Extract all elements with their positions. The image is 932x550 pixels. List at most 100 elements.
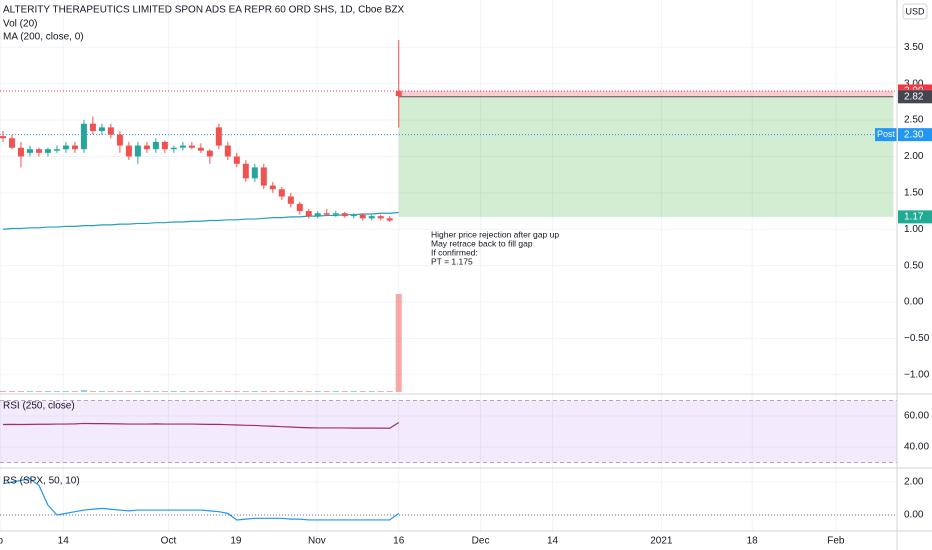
x-tick-label: Dec: [472, 536, 490, 547]
candle-body: [269, 185, 276, 190]
legend-volume: Vol (20): [3, 19, 37, 30]
candle-body: [395, 90, 402, 97]
x-tick-label: Oct: [161, 536, 177, 547]
candle-body: [44, 149, 51, 153]
candle-body: [359, 214, 366, 219]
volume-bar: [0, 391, 6, 392]
volume-bar: [269, 391, 276, 392]
volume-bar: [260, 391, 267, 392]
candle-body: [26, 149, 33, 153]
currency: USD: [905, 6, 925, 16]
volume-bar: [161, 391, 168, 392]
candle-body: [116, 134, 123, 146]
volume-bar: [8, 391, 15, 392]
y-tick-label: 2.50: [904, 115, 924, 126]
volume-bar: [305, 391, 312, 392]
price-label-name-box: [875, 128, 897, 142]
legend-ma: MA (200, close, 0): [3, 32, 84, 43]
y-tick-label: 2.00: [904, 477, 924, 488]
price-label-box: [898, 128, 932, 142]
price-label-name: Post: [877, 129, 896, 139]
volume-bar: [170, 391, 177, 392]
volume-bar: [251, 391, 258, 392]
volume-bar: [179, 391, 186, 392]
annotation: Higher price rejection after gap up: [431, 229, 559, 239]
target-zone: [398, 96, 894, 217]
volume-bar: [26, 391, 33, 392]
volume-bar: [197, 391, 204, 392]
volume-bar: [332, 391, 339, 392]
y-tick-label: 60.00: [904, 411, 929, 422]
candle-body: [17, 147, 24, 157]
volume-bar: [323, 391, 330, 392]
candle-body: [323, 213, 330, 215]
legend-rsi: RSI (250, close): [3, 401, 75, 412]
candle-body: [53, 149, 60, 151]
candle-body: [287, 196, 294, 204]
annotation: If confirmed:: [431, 247, 478, 257]
currency-box[interactable]: [902, 3, 928, 20]
rsi-band: [0, 400, 897, 463]
price-label-box: [898, 210, 932, 224]
volume-bar: [53, 391, 60, 392]
volume-bar: [188, 391, 195, 392]
candle-body: [188, 145, 195, 148]
volume-bar: [377, 391, 384, 392]
x-tick-label: 14: [547, 536, 559, 547]
price-label-box: [898, 90, 932, 104]
candle-body: [341, 213, 348, 217]
candle-body: [62, 145, 69, 150]
y-tick-label: 1.00: [904, 224, 924, 235]
volume-bar: [395, 294, 402, 392]
candle-body: [8, 138, 15, 148]
candle-body: [107, 127, 114, 135]
y-tick-label: 40.00: [904, 442, 929, 453]
ma-line: [2, 211, 399, 230]
candle-body: [206, 150, 213, 157]
candle-body: [368, 216, 375, 219]
volume-bar: [107, 391, 114, 392]
candle-body: [233, 156, 240, 164]
x-tick-label: p: [0, 536, 3, 547]
candle-body: [242, 163, 249, 179]
volume-bar: [359, 391, 366, 392]
volume-bar: [206, 391, 213, 392]
candle-body: [278, 189, 285, 197]
volume-bar: [278, 391, 285, 392]
volume-bar: [44, 391, 51, 392]
y-tick-label: 0.00: [904, 297, 924, 308]
candle-body: [71, 145, 78, 150]
volume-bar: [224, 391, 231, 392]
candle-body: [305, 211, 312, 217]
y-tick-label: −1.00: [904, 369, 930, 380]
x-tick-label: 18: [747, 536, 759, 547]
legend-rs: RS (SPX, 50, 10): [3, 476, 80, 487]
candle-body: [170, 147, 177, 150]
candle-body: [386, 218, 393, 221]
volume-bar: [17, 391, 24, 392]
x-tick-label: 14: [58, 536, 70, 547]
candle-body: [35, 149, 42, 153]
candle-body: [224, 145, 231, 157]
volume-bar: [89, 391, 96, 392]
candle-body: [89, 123, 96, 131]
volume-bar: [71, 391, 78, 392]
candle-body: [314, 213, 321, 217]
candle-body: [215, 127, 222, 146]
candle-body: [350, 214, 357, 217]
volume-bar: [368, 391, 375, 392]
volume-bar: [80, 390, 87, 392]
candle-body: [98, 127, 105, 131]
volume-bar: [287, 391, 294, 392]
candle-body: [260, 167, 267, 186]
volume-bar: [125, 391, 132, 392]
volume-bar: [35, 391, 42, 392]
candle-body: [197, 147, 204, 151]
price-label: 2.82: [904, 91, 924, 102]
rsi-line: [2, 422, 400, 429]
volume-bar: [350, 391, 357, 392]
x-tick-label: 19: [230, 536, 242, 547]
x-tick-label: Nov: [308, 536, 326, 547]
candle-body: [80, 123, 87, 150]
